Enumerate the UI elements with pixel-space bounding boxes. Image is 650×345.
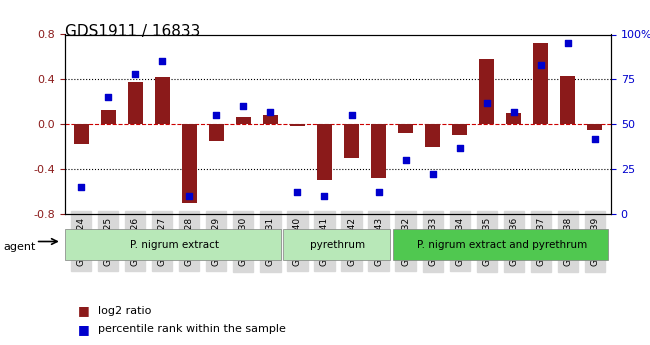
Point xyxy=(76,184,86,190)
Bar xyxy=(209,124,224,141)
Text: ■: ■ xyxy=(78,323,90,336)
FancyBboxPatch shape xyxy=(65,229,281,260)
Point xyxy=(319,193,330,199)
Point xyxy=(211,112,222,118)
Point xyxy=(292,190,303,195)
Bar xyxy=(479,59,494,124)
Bar xyxy=(236,117,251,124)
Point xyxy=(400,157,411,163)
Text: P. nigrum extract and pyrethrum: P. nigrum extract and pyrethrum xyxy=(417,240,587,250)
Bar xyxy=(560,76,575,124)
Bar xyxy=(398,124,413,133)
Text: agent: agent xyxy=(3,242,36,252)
Bar xyxy=(182,124,197,203)
Point xyxy=(103,95,114,100)
Point xyxy=(536,62,546,68)
Bar xyxy=(588,124,602,130)
Text: ■: ■ xyxy=(78,304,90,317)
Text: log2 ratio: log2 ratio xyxy=(98,306,151,315)
Bar xyxy=(506,113,521,124)
Bar xyxy=(344,124,359,158)
Point xyxy=(184,193,194,199)
Point xyxy=(346,112,357,118)
Text: P. nigrum extract: P. nigrum extract xyxy=(130,240,218,250)
Bar xyxy=(317,124,332,180)
Bar xyxy=(101,110,116,124)
Bar xyxy=(290,124,305,126)
Bar xyxy=(425,124,440,147)
Point xyxy=(562,41,573,46)
Point xyxy=(238,104,248,109)
Bar xyxy=(452,124,467,135)
Point xyxy=(590,136,600,141)
Bar xyxy=(371,124,386,178)
Point xyxy=(454,145,465,150)
Point xyxy=(265,109,276,115)
FancyBboxPatch shape xyxy=(283,229,390,260)
Point xyxy=(482,100,492,106)
Text: percentile rank within the sample: percentile rank within the sample xyxy=(98,325,285,334)
Point xyxy=(428,172,438,177)
Bar xyxy=(155,77,170,124)
Text: GDS1911 / 16833: GDS1911 / 16833 xyxy=(65,24,200,39)
Point xyxy=(130,71,140,77)
Bar xyxy=(74,124,88,144)
Bar xyxy=(128,81,143,124)
Text: pyrethrum: pyrethrum xyxy=(311,240,365,250)
Bar xyxy=(263,115,278,124)
Point xyxy=(508,109,519,115)
Bar xyxy=(533,43,548,124)
Point xyxy=(157,59,168,64)
FancyBboxPatch shape xyxy=(393,229,608,260)
Point xyxy=(373,190,384,195)
